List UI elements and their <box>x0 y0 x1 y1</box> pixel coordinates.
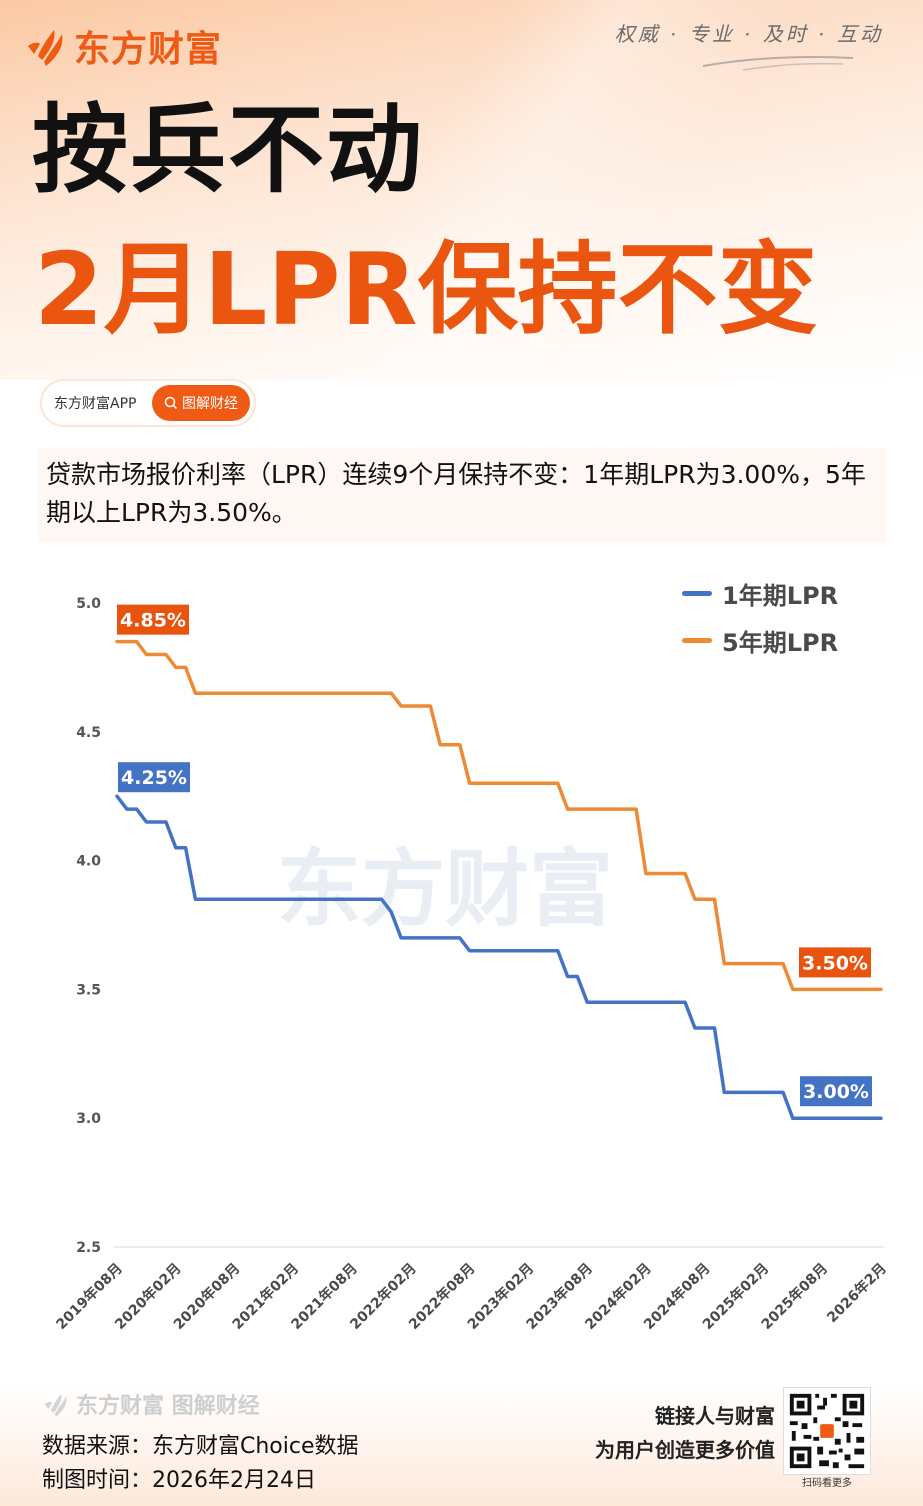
search-chip-button[interactable]: 图解财经 <box>152 385 250 421</box>
lpr-line-chart: 东方财富5.04.54.03.53.02.52019年08月2020年02月20… <box>53 596 890 1333</box>
app-name: 东方财富APP <box>54 396 137 412</box>
chart-legend: 1年期LPR 5年期LPR <box>682 570 838 664</box>
y-tick-label: 3.5 <box>76 982 101 998</box>
label-5y-start-bg <box>117 604 189 635</box>
label-5y-end-bg <box>799 947 871 978</box>
made-time: 制图时间：2026年2月24日 <box>42 1468 316 1493</box>
search-chip-label: 图解财经 <box>182 396 238 412</box>
y-tick-label: 4.5 <box>76 725 101 741</box>
footer-feather-icon <box>44 1393 67 1417</box>
y-tick-label: 2.5 <box>76 1240 101 1256</box>
label-1y-start: 4.25% <box>121 767 187 789</box>
app-search-pill[interactable]: 东方财富APP 图解财经 <box>40 379 256 427</box>
tagline-1: 链接人与财富 <box>655 1404 775 1428</box>
x-tick-label: 2026年2月 <box>824 1260 890 1326</box>
legend-item-5y: 5年期LPR <box>682 617 838 664</box>
label-1y-start-bg <box>118 762 190 793</box>
brand-logo: 东方财富 <box>26 20 222 72</box>
legend-swatch-5y <box>682 638 712 643</box>
brand-feather-icon <box>28 30 63 66</box>
y-tick-label: 3.0 <box>76 1111 101 1127</box>
legend-label-1y: 1年期LPR <box>722 582 839 610</box>
brush-stroke-decoration <box>702 56 854 71</box>
footer-background <box>0 1385 923 1506</box>
header-background <box>0 0 923 380</box>
slogan: 权威 · 专业 · 及时 · 互动 <box>614 22 883 46</box>
y-tick-label: 5.0 <box>76 596 101 612</box>
y-tick-label: 4.0 <box>76 854 101 870</box>
search-icon <box>164 396 178 410</box>
headline-subtitle: 2月LPR保持不变 <box>34 231 818 348</box>
watermark-text: 东方财富 <box>277 840 613 938</box>
headline-title: 按兵不动 <box>32 94 424 206</box>
tagline-2: 为用户创造更多价值 <box>595 1438 775 1462</box>
footer-logo-text: 东方财富 图解财经 <box>76 1394 260 1419</box>
legend-swatch-1y <box>682 591 712 596</box>
label-5y-end: 3.50% <box>802 952 868 974</box>
label-1y-end: 3.00% <box>803 1081 869 1103</box>
series-line-5y <box>115 639 883 992</box>
series-line-1y <box>115 794 883 1120</box>
footer-logo: 东方财富 图解财经 <box>42 1388 260 1420</box>
label-5y-start: 4.85% <box>120 610 186 632</box>
qr-center-logo <box>820 1424 834 1438</box>
qr-caption: 扫码看更多 <box>802 1478 852 1489</box>
qr-code[interactable] <box>783 1387 871 1475</box>
summary-text: 贷款市场报价利率（LPR）连续9个月保持不变：1年期LPR为3.00%，5年期以… <box>38 448 886 542</box>
brand-name: 东方财富 <box>74 29 223 70</box>
legend-item-1y: 1年期LPR <box>682 570 838 617</box>
label-1y-end-bg <box>800 1076 872 1107</box>
legend-label-5y: 5年期LPR <box>722 629 839 657</box>
data-source: 数据来源：东方财富Choice数据 <box>42 1434 359 1459</box>
